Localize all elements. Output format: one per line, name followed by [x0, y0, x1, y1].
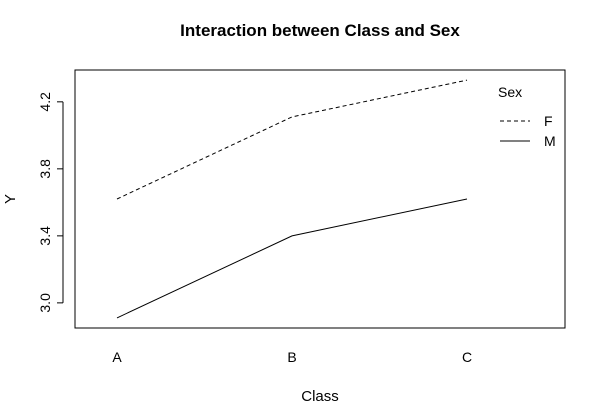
y-tick-label: 3.8	[37, 159, 53, 179]
chart-title: Interaction between Class and Sex	[180, 21, 460, 40]
x-axis-title: Class	[301, 388, 339, 405]
x-tick-label: B	[287, 349, 296, 365]
x-tick-label: C	[462, 349, 472, 365]
y-axis: 3.0 3.4 3.8 4.2	[37, 92, 64, 313]
x-tick-label: A	[112, 349, 122, 365]
y-tick-label: 3.0	[37, 293, 53, 313]
y-tick-label: 3.4	[37, 226, 53, 246]
y-axis-title: Y	[2, 194, 19, 204]
plot-frame	[74, 69, 566, 329]
series-line-f	[116, 79, 468, 200]
series-line-m	[116, 198, 468, 319]
legend: Sex FM	[498, 84, 556, 149]
series-layer	[116, 79, 468, 319]
x-axis: A B C	[112, 349, 472, 365]
legend-label-f: F	[544, 113, 553, 129]
legend-title: Sex	[498, 84, 522, 100]
legend-label-m: M	[544, 133, 556, 149]
y-tick-label: 4.2	[37, 92, 53, 112]
